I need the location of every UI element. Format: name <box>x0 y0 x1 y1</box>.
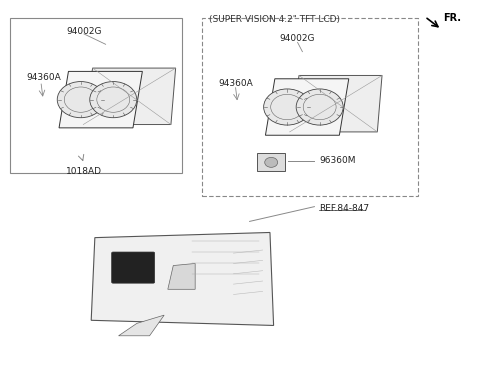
Polygon shape <box>83 68 176 125</box>
Text: 94002G: 94002G <box>280 34 315 43</box>
Text: 94002G: 94002G <box>66 27 102 36</box>
Polygon shape <box>119 315 164 336</box>
Circle shape <box>57 82 104 118</box>
Text: 1018AD: 1018AD <box>66 167 102 176</box>
Text: REF.84-847: REF.84-847 <box>319 204 369 213</box>
Text: 94360A: 94360A <box>218 79 253 87</box>
FancyBboxPatch shape <box>112 252 155 283</box>
Polygon shape <box>168 263 195 289</box>
Circle shape <box>264 89 311 125</box>
Circle shape <box>90 82 137 118</box>
Circle shape <box>264 157 277 168</box>
Text: (SUPER VISION 4.2" TFT LCD): (SUPER VISION 4.2" TFT LCD) <box>209 15 340 24</box>
Circle shape <box>296 89 343 125</box>
Polygon shape <box>289 76 382 132</box>
Text: 94360A: 94360A <box>26 73 61 82</box>
Polygon shape <box>265 79 349 135</box>
Text: FR.: FR. <box>443 13 461 24</box>
FancyBboxPatch shape <box>257 154 285 171</box>
Polygon shape <box>91 232 274 325</box>
Polygon shape <box>59 72 143 128</box>
Text: 96360M: 96360M <box>319 156 356 165</box>
